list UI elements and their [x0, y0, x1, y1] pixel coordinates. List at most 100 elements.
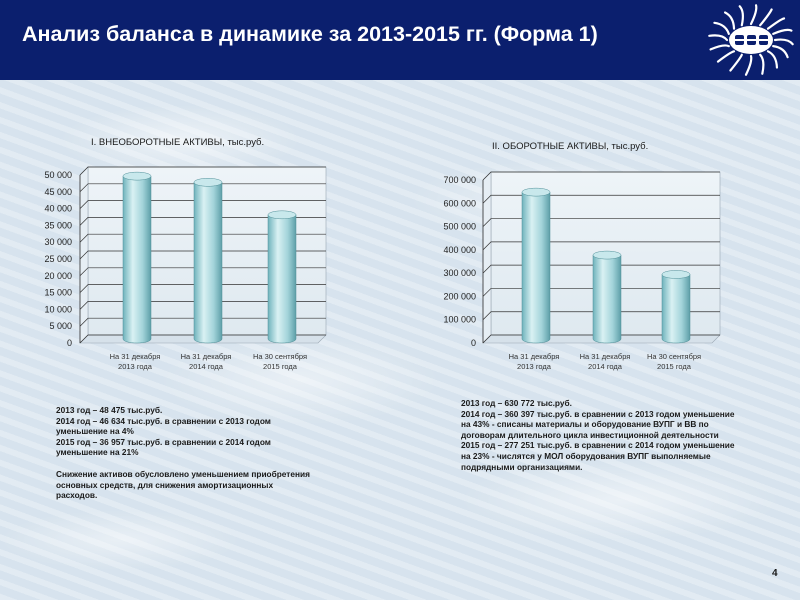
y-tick-label: 30 000: [44, 237, 72, 247]
logo-ray: [759, 8, 773, 27]
bar-top: [193, 178, 223, 187]
gridline: [482, 311, 720, 320]
bar: [122, 171, 152, 344]
gridline: [79, 200, 326, 209]
bar-body: [661, 274, 691, 344]
gridline: [79, 267, 326, 277]
bar-top: [521, 187, 551, 197]
bar-top: [661, 270, 691, 279]
logo-ray: [772, 45, 789, 59]
gridline: [482, 264, 720, 274]
note-right-line: 2013 год – 630 772 тыс.руб.: [461, 398, 572, 408]
gridline: [79, 317, 326, 327]
note-right-line: 2014 год – 360 397 тыс.руб. в сравнении …: [461, 408, 735, 440]
category-label: На 31 декабря: [181, 352, 232, 361]
logo-ray: [759, 53, 765, 75]
logo-ray: [708, 34, 729, 42]
gridline: [79, 233, 326, 243]
note-left: 2013 год – 48 475 тыс.руб. 2014 год – 46…: [56, 405, 316, 501]
y-tick-label: 25 000: [44, 254, 72, 264]
logo-ray: [749, 4, 758, 26]
bar: [521, 187, 551, 344]
y-tick-label: 0: [67, 338, 72, 348]
page-number: 4: [772, 568, 778, 579]
y-tick-label: 100 000: [443, 315, 476, 325]
y-tick-label: 0: [471, 338, 476, 348]
y-tick-label: 40 000: [44, 204, 72, 214]
bar: [267, 210, 297, 344]
category-label: 2013 года: [517, 362, 552, 371]
bar-body: [267, 214, 297, 344]
bar: [193, 178, 223, 344]
note-right: 2013 год – 630 772 тыс.руб. 2014 год – 3…: [461, 398, 741, 472]
category-label: На 31 декабря: [110, 352, 161, 361]
note-left-line: 2015 год – 36 957 тыс.руб. в сравнении с…: [56, 436, 271, 458]
note-left-line: 2014 год – 46 634 тыс.руб. в сравнении с…: [56, 415, 271, 437]
logo-ray: [723, 11, 736, 30]
bar-body: [521, 191, 551, 344]
logo-ray: [729, 53, 743, 72]
category-label: 2015 года: [263, 362, 298, 371]
bar-body: [592, 254, 622, 344]
category-label: На 30 сентября: [647, 352, 701, 361]
chart-2-obor-aktivy: 0 100 000 200 000 300 000 400 000 500 000 600 …: [443, 171, 721, 371]
logo-ray: [713, 21, 730, 35]
category-label: На 31 декабря: [509, 352, 560, 361]
bar-body: [193, 182, 223, 344]
note-left-spacer: [56, 458, 316, 469]
category-label: На 30 сентября: [253, 352, 307, 361]
y-tick-label: 500 000: [443, 222, 476, 232]
gridline: [79, 250, 326, 260]
slide-header: Анализ баланса в динамике за 2013-2015 г…: [0, 0, 800, 80]
category-label: 2014 года: [189, 362, 224, 371]
logo-ray: [738, 5, 744, 27]
logo-ray: [709, 44, 730, 51]
y-tick-label: 15 000: [44, 288, 72, 298]
gridline: [79, 301, 326, 310]
bar: [661, 270, 691, 344]
y-tick-label: 50 000: [44, 170, 72, 180]
bar-top: [592, 250, 622, 260]
y-tick-label: 10 000: [44, 304, 72, 314]
bar-top: [267, 210, 297, 220]
gridline: [482, 288, 720, 297]
chart-1-vnebor-aktivy: 0 5 000 10 000 15 000 20 000 25 000 30 000 35 0…: [44, 166, 327, 371]
bar-top: [122, 171, 152, 181]
y-tick-label: 5 000: [49, 321, 72, 331]
category-label: На 31 декабря: [580, 352, 631, 361]
y-tick-label: 700 000: [443, 175, 476, 185]
gridline: [482, 241, 720, 251]
gridline: [79, 284, 326, 293]
y-tick-label: 300 000: [443, 268, 476, 278]
y-tick-label: 400 000: [443, 245, 476, 255]
chart-2-title: II. ОБОРОТНЫЕ АКТИВЫ, тыс.руб.: [492, 141, 649, 152]
logo-ray: [772, 28, 793, 35]
category-label: 2014 года: [588, 362, 623, 371]
category-label: 2015 года: [657, 362, 692, 371]
bar-body: [122, 175, 152, 344]
gridline: [79, 217, 326, 226]
y-tick-label: 45 000: [44, 187, 72, 197]
gridline: [79, 334, 326, 344]
slide-title: Анализ баланса в динамике за 2013-2015 г…: [22, 22, 598, 46]
y-tick-label: 200 000: [443, 291, 476, 301]
note-right-line: 2015 год – 277 251 тыс.руб. в сравнении …: [461, 440, 735, 472]
gridline: [482, 194, 720, 204]
logo-ray: [716, 50, 736, 63]
y-tick-label: 20 000: [44, 271, 72, 281]
y-tick-label: 600 000: [443, 198, 476, 208]
gridline: [79, 183, 326, 193]
logo-ray: [766, 50, 779, 69]
bar: [592, 250, 622, 344]
gridline: [482, 218, 720, 227]
logo-ray: [766, 17, 786, 30]
y-tick-label: 35 000: [44, 220, 72, 230]
note-left-line: 2013 год – 48 475 тыс.руб.: [56, 405, 163, 415]
energy-company-logo-icon: [708, 4, 794, 76]
logo-ray: [744, 54, 753, 76]
logo-ray: [773, 38, 794, 46]
chart-1-title: I. ВНЕОБОРОТНЫЕ АКТИВЫ, тыс.руб.: [91, 137, 265, 148]
chart-side-wall: [482, 171, 492, 344]
gridline: [79, 166, 326, 176]
